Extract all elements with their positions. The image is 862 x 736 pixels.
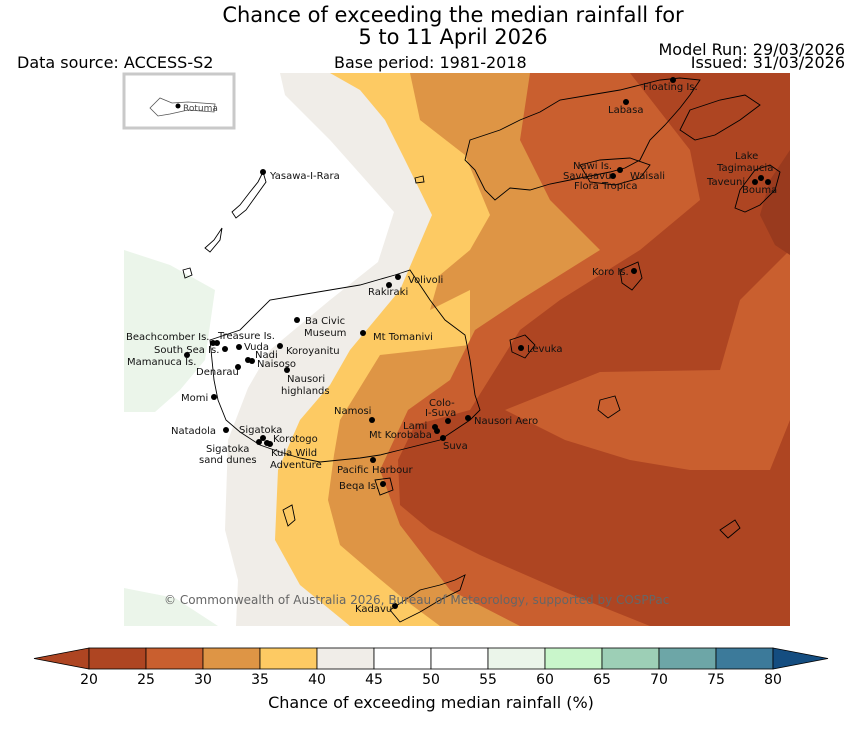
place-dots xyxy=(184,77,771,609)
colorbar-tick-label: 20 xyxy=(80,672,98,688)
svg-text:Rakiraki: Rakiraki xyxy=(368,287,408,298)
svg-text:Sigatoka: Sigatoka xyxy=(239,425,282,436)
colorbar-label: Chance of exceeding median rainfall (%) xyxy=(268,693,594,712)
svg-text:Yasawa-I-Rara: Yasawa-I-Rara xyxy=(269,171,340,182)
place-labels: Floating Is. Labasa Nawi Is. Savusavu Wa… xyxy=(126,82,777,615)
svg-text:Colo-: Colo- xyxy=(429,398,455,409)
svg-text:Natadola: Natadola xyxy=(171,426,216,437)
model-run: Model Run: 29/03/2026 xyxy=(658,40,846,59)
colorbar-segment xyxy=(487,647,546,670)
colorbar-tick-label: 55 xyxy=(479,672,497,688)
svg-text:Museum: Museum xyxy=(304,328,346,339)
svg-text:Koro Is.: Koro Is. xyxy=(592,267,629,278)
svg-text:Beqa Is.: Beqa Is. xyxy=(339,481,379,492)
colorbar-tick-label: 50 xyxy=(422,672,440,688)
colorbar-segment xyxy=(88,647,147,670)
svg-text:highlands: highlands xyxy=(281,386,330,397)
svg-text:Suva: Suva xyxy=(443,441,468,452)
colorbar-segment xyxy=(202,647,261,670)
svg-text:Nadi: Nadi xyxy=(255,350,278,361)
colorbar-segment xyxy=(544,647,603,670)
colorbar-segment xyxy=(601,647,660,670)
colorbar-segment xyxy=(259,647,318,670)
svg-text:Denarau: Denarau xyxy=(196,367,239,378)
svg-text:South Sea Is.: South Sea Is. xyxy=(154,345,219,356)
svg-text:Lake: Lake xyxy=(735,151,758,162)
colorbar-segment xyxy=(373,647,432,670)
svg-text:Kula Wild: Kula Wild xyxy=(271,448,317,459)
svg-text:Nausori Aero: Nausori Aero xyxy=(474,416,538,427)
svg-text:Lami: Lami xyxy=(403,421,427,432)
svg-text:Bouma: Bouma xyxy=(742,185,777,196)
svg-text:I-Suva: I-Suva xyxy=(425,408,456,419)
svg-text:Mt Tomanivi: Mt Tomanivi xyxy=(373,332,433,343)
colorbar xyxy=(33,647,829,670)
rotuma-inset xyxy=(122,72,236,130)
coastlines xyxy=(182,77,781,623)
copyright-notice: © Commonwealth of Australia 2026, Bureau… xyxy=(164,593,669,607)
svg-text:Waisali: Waisali xyxy=(630,171,665,182)
svg-text:Sigatoka: Sigatoka xyxy=(206,444,249,455)
title-line-1: Chance of exceeding the median rainfall … xyxy=(222,3,684,27)
colorbar-tick-label: 70 xyxy=(650,672,668,688)
svg-text:Naisoso: Naisoso xyxy=(257,359,296,370)
inset-label: Rotuma xyxy=(183,104,218,114)
data-source: Data source: ACCESS-S2 xyxy=(17,53,214,72)
svg-text:Koroyanitu: Koroyanitu xyxy=(286,346,340,357)
svg-text:Momi: Momi xyxy=(181,393,208,404)
svg-text:Vuda: Vuda xyxy=(244,342,269,353)
svg-text:Tagimaucia: Tagimaucia xyxy=(716,163,773,174)
svg-text:Floating Is.: Floating Is. xyxy=(643,82,698,93)
colorbar-tick-label: 60 xyxy=(536,672,554,688)
svg-text:Nausori: Nausori xyxy=(287,374,325,385)
colorbar-tick-label: 30 xyxy=(194,672,212,688)
svg-text:Korotogo: Korotogo xyxy=(273,434,318,445)
svg-text:Treasure Is.: Treasure Is. xyxy=(217,331,275,342)
svg-text:Levuka: Levuka xyxy=(527,344,563,355)
title-line-2: 5 to 11 April 2026 xyxy=(358,25,548,49)
colorbar-tick-label: 25 xyxy=(137,672,155,688)
colorbar-tick-label: 35 xyxy=(251,672,269,688)
svg-text:Flora Tropica: Flora Tropica xyxy=(574,181,637,192)
probability-shading xyxy=(124,73,790,626)
svg-text:Labasa: Labasa xyxy=(608,105,644,116)
svg-text:sand dunes: sand dunes xyxy=(199,455,257,466)
svg-text:Volivoli: Volivoli xyxy=(408,275,443,286)
colorbar-tick-label: 45 xyxy=(365,672,383,688)
base-period: Base period: 1981-2018 xyxy=(334,53,527,72)
colorbar-tick-label: 65 xyxy=(593,672,611,688)
colorbar-tick-label: 75 xyxy=(707,672,725,688)
colorbar-segment xyxy=(145,647,204,670)
colorbar-extend-low xyxy=(33,647,90,670)
colorbar-segment xyxy=(430,647,489,670)
svg-text:Mt Korobaba: Mt Korobaba xyxy=(369,430,432,441)
svg-text:Kadavu: Kadavu xyxy=(355,604,392,615)
colorbar-extend-high xyxy=(772,647,829,670)
colorbar-segment xyxy=(715,647,774,670)
svg-text:Pacific Harbour: Pacific Harbour xyxy=(337,465,414,476)
svg-text:Adventure: Adventure xyxy=(270,460,322,471)
svg-text:Savusavu: Savusavu xyxy=(563,171,611,182)
colorbar-segment xyxy=(316,647,375,670)
svg-text:Ba Civic: Ba Civic xyxy=(305,316,345,327)
svg-text:Mamanuca Is.: Mamanuca Is. xyxy=(127,357,196,368)
colorbar-tick-label: 40 xyxy=(308,672,326,688)
colorbar-segment xyxy=(658,647,717,670)
svg-text:Namosi: Namosi xyxy=(334,406,371,417)
svg-text:Taveuni: Taveuni xyxy=(706,177,745,188)
svg-text:Beachcomber Is.: Beachcomber Is. xyxy=(126,332,209,343)
issued-date: Issued: 31/03/2026 xyxy=(690,53,845,72)
svg-text:Nawi Is.: Nawi Is. xyxy=(573,161,612,172)
colorbar-tick-label: 80 xyxy=(764,672,782,688)
